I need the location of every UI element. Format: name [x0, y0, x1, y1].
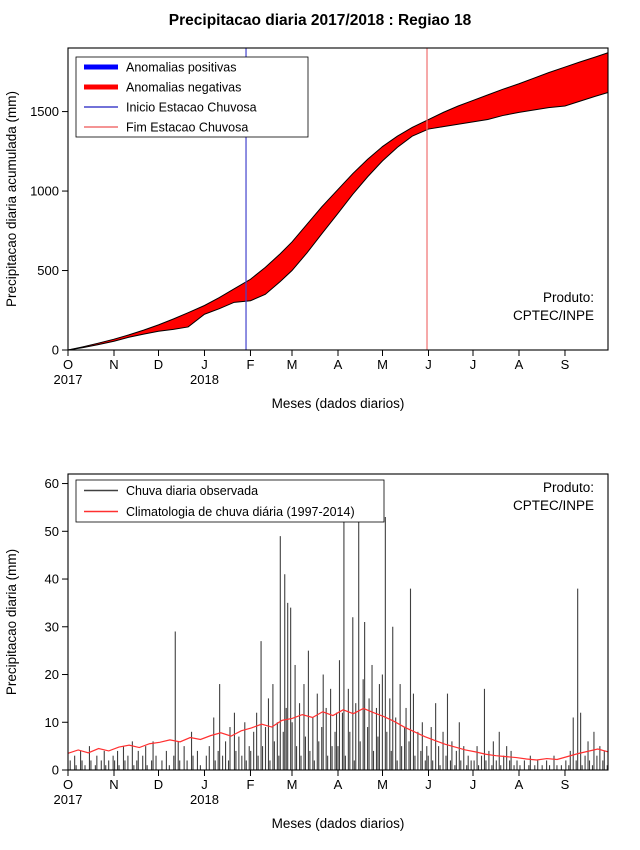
x-month-label: D — [154, 357, 163, 372]
legend-label: Anomalias negativas — [126, 81, 241, 95]
x-month-label: F — [246, 777, 254, 792]
x-month-label: M — [377, 777, 388, 792]
x-year-label: 2017 — [54, 372, 83, 387]
x-month-label: A — [515, 777, 524, 792]
x-month-label: J — [201, 357, 208, 372]
produto-label: Produto: — [543, 480, 594, 495]
x-month-label: J — [201, 777, 208, 792]
observed-accumulated-line — [67, 92, 609, 351]
y-tick-label: 50 — [45, 524, 59, 539]
legend-label: Anomalias positivas — [126, 61, 236, 75]
legend-label: Climatologia de chuva diária (1997-2014) — [126, 505, 355, 519]
produto-label: Produto: — [543, 290, 594, 305]
x-month-label: D — [154, 777, 163, 792]
x-year-label: 2018 — [190, 372, 219, 387]
y-tick-label: 30 — [45, 619, 59, 634]
produto-label: CPTEC/INPE — [513, 498, 594, 513]
x-month-label: F — [246, 357, 254, 372]
chart-title: Precipitacao diaria 2017/2018 : Regiao 1… — [168, 12, 472, 29]
x-month-label: M — [377, 357, 388, 372]
climatology-accumulated-line — [67, 52, 609, 351]
y-tick-label: 0 — [52, 763, 59, 778]
y-tick-label: 500 — [37, 263, 59, 278]
y-tick-label: 1500 — [30, 104, 59, 119]
daily-precip-chart: 0 10 20 30 40 50 60 O N D J F M A M J J A S 2017 2018 Meses (… — [4, 473, 609, 831]
x-year-label: 2018 — [190, 792, 219, 807]
y-tick-label: 20 — [45, 667, 59, 682]
x-month-label: A — [334, 777, 343, 792]
legend-box — [75, 479, 385, 523]
cumulative-precip-chart: 0 500 1000 1500 O N D J F M A M J J A S 2017 2018 Meses (d… — [4, 47, 609, 411]
x-year-label: 2017 — [54, 792, 83, 807]
legend-label: Fim Estacao Chuvosa — [126, 121, 248, 135]
x-month-label: S — [561, 777, 570, 792]
x-axis-title: Meses (dados diarios) — [272, 816, 405, 831]
x-month-label: J — [425, 777, 432, 792]
x-month-label: O — [63, 777, 73, 792]
y-tick-label: 40 — [45, 572, 59, 587]
x-month-label: O — [63, 357, 73, 372]
legend-box — [75, 56, 309, 138]
x-month-label: S — [561, 357, 570, 372]
x-month-label: A — [515, 357, 524, 372]
climatology-line — [67, 707, 609, 761]
x-month-label: A — [334, 357, 343, 372]
y-tick-label: 0 — [52, 343, 59, 358]
x-month-label: N — [109, 357, 118, 372]
negative-anomaly-band — [68, 52, 608, 350]
x-month-label: N — [109, 777, 118, 792]
y-axis-title: Precipitacao diaria acumulada (mm) — [4, 91, 19, 307]
y-tick-label: 60 — [45, 476, 59, 491]
x-month-label: M — [287, 357, 298, 372]
y-axis-title: Precipitacao diaria (mm) — [4, 549, 19, 695]
x-month-label: J — [425, 357, 432, 372]
y-tick-label: 10 — [45, 715, 59, 730]
x-month-label: J — [470, 777, 477, 792]
x-month-label: M — [287, 777, 298, 792]
legend-label: Inicio Estacao Chuvosa — [126, 101, 257, 115]
y-tick-label: 1000 — [30, 184, 59, 199]
x-axis-title: Meses (dados diarios) — [272, 396, 405, 411]
x-month-label: J — [470, 357, 477, 372]
legend-label: Chuva diaria observada — [126, 484, 258, 498]
produto-label: CPTEC/INPE — [513, 308, 594, 323]
